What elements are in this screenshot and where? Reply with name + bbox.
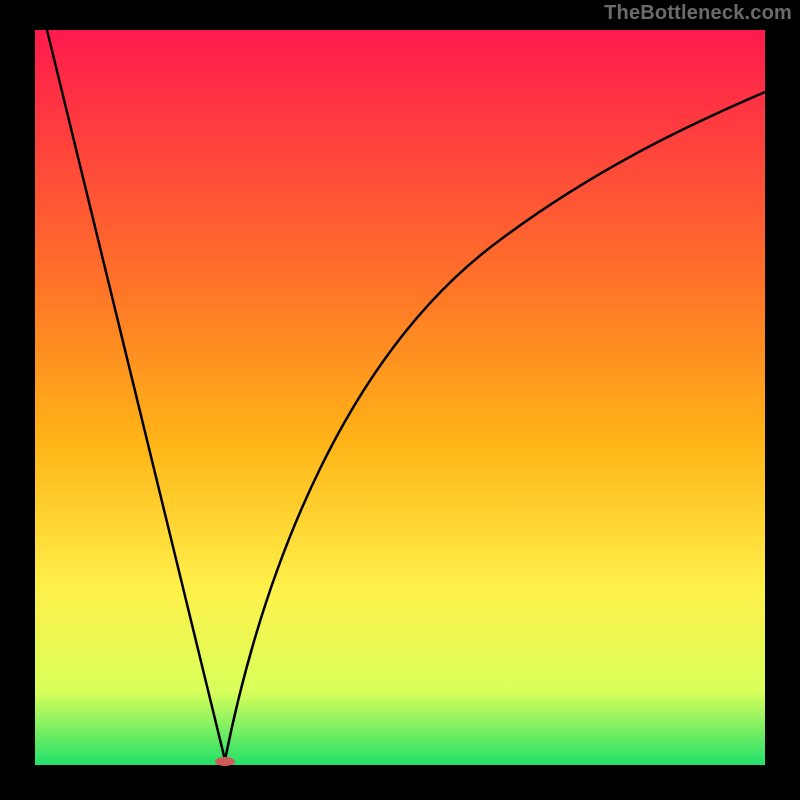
chart-frame: TheBottleneck.com (0, 0, 800, 800)
dip-marker (215, 757, 235, 766)
curve-right-segment (225, 92, 765, 760)
curve-left-segment (47, 30, 225, 760)
bottleneck-curve (0, 0, 800, 800)
